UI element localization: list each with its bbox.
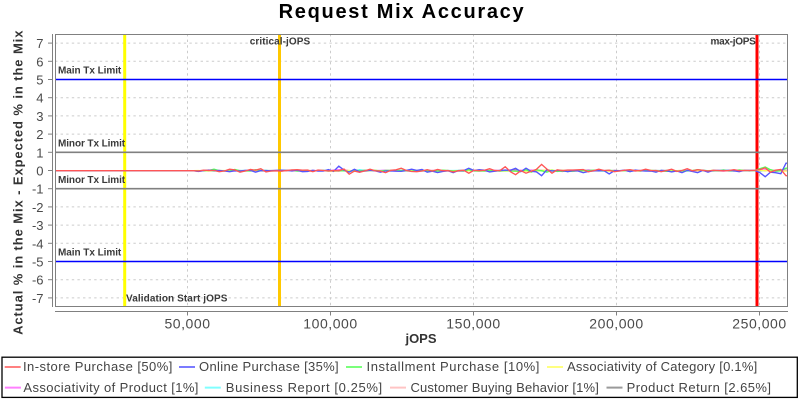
svg-text:Associativity of Product [1%]: Associativity of Product [1%] — [23, 380, 198, 395]
svg-text:-6: -6 — [32, 273, 44, 288]
svg-text:250,000: 250,000 — [732, 315, 786, 331]
svg-text:Request Mix Accuracy: Request Mix Accuracy — [279, 1, 526, 23]
svg-text:Business Report [0.25%]: Business Report [0.25%] — [226, 380, 383, 395]
svg-text:Online Purchase [35%]: Online Purchase [35%] — [199, 359, 339, 374]
svg-text:200,000: 200,000 — [589, 315, 643, 331]
svg-text:5: 5 — [36, 73, 43, 88]
svg-text:critical-jOPS: critical-jOPS — [250, 37, 311, 48]
svg-text:4: 4 — [36, 91, 43, 106]
svg-text:Validation Start jOPS: Validation Start jOPS — [126, 294, 228, 305]
svg-text:100,000: 100,000 — [303, 315, 357, 331]
svg-text:Product Return [2.65%]: Product Return [2.65%] — [627, 380, 772, 395]
svg-text:-1: -1 — [32, 182, 44, 197]
svg-text:2: 2 — [36, 127, 43, 142]
svg-text:In-store Purchase [50%]: In-store Purchase [50%] — [23, 359, 173, 374]
svg-text:jOPS: jOPS — [404, 331, 436, 346]
svg-text:-4: -4 — [32, 236, 44, 251]
svg-text:Main Tx Limit: Main Tx Limit — [58, 65, 122, 76]
svg-text:Minor Tx Limit: Minor Tx Limit — [58, 175, 126, 186]
svg-text:150,000: 150,000 — [446, 315, 500, 331]
svg-text:max-jOPS: max-jOPS — [710, 37, 756, 48]
svg-text:7: 7 — [36, 36, 43, 51]
svg-text:-3: -3 — [32, 218, 44, 233]
svg-text:Actual % in the Mix - Expected: Actual % in the Mix - Expected % in the … — [11, 30, 26, 335]
svg-text:Main Tx Limit: Main Tx Limit — [58, 248, 122, 259]
svg-text:Associativity of Category [0.1: Associativity of Category [0.1%] — [567, 359, 758, 374]
svg-text:0: 0 — [36, 164, 43, 179]
svg-text:Customer Buying Behavior [1%]: Customer Buying Behavior [1%] — [411, 380, 600, 395]
svg-text:-7: -7 — [32, 291, 44, 306]
svg-text:-2: -2 — [32, 200, 44, 215]
svg-text:3: 3 — [36, 109, 43, 124]
svg-text:6: 6 — [36, 54, 43, 69]
svg-text:50,000: 50,000 — [164, 315, 210, 331]
svg-text:Installment Purchase [10%]: Installment Purchase [10%] — [367, 359, 541, 374]
svg-text:-5: -5 — [32, 255, 44, 270]
svg-text:1: 1 — [36, 145, 43, 160]
svg-text:Minor Tx Limit: Minor Tx Limit — [58, 138, 126, 149]
